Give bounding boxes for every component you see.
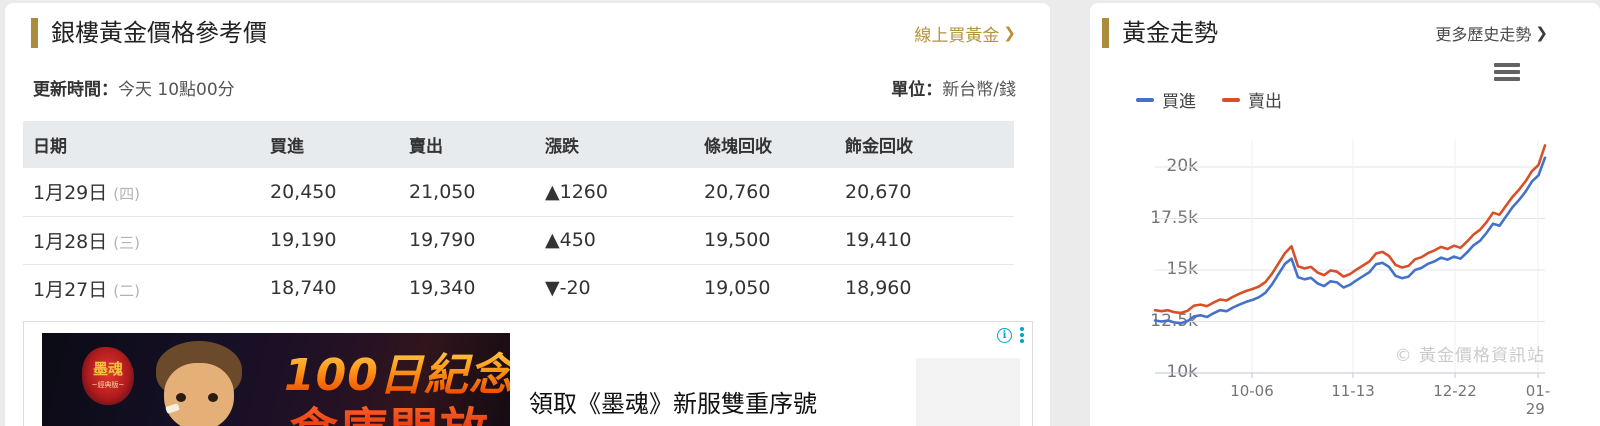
legend-item-sell: 賣出: [1222, 87, 1282, 112]
row-jewelry-recycle: 20,670: [835, 168, 1014, 217]
row-sell: 19,340: [409, 277, 476, 300]
ad-options-icon[interactable]: [1018, 326, 1026, 344]
ad-game-logo: 墨魂 ~經典版~: [82, 347, 134, 405]
unit-label: 單位：: [891, 80, 943, 100]
legend-buy-label: 買進: [1162, 92, 1196, 112]
chart-title: 黃金走勢: [1102, 18, 1218, 48]
y-tick-label: 10k: [1166, 362, 1198, 382]
y-axis-labels: 10k 12.5k 15k 17.5k 20k: [1138, 139, 1198, 382]
row-bar-recycle: 20,760: [694, 168, 835, 217]
ad-secondary-image: [916, 358, 1020, 426]
row-weekday: (二): [113, 281, 140, 300]
ad-character-illustration: [138, 341, 268, 426]
row-bar-recycle: 19,500: [694, 216, 835, 265]
more-history-label: 更多歷史走勢: [1435, 25, 1532, 44]
chart-legend: 買進 賣出: [1136, 87, 1282, 112]
meta-row: 更新時間：今天 10點00分 單位：新台幣/錢: [33, 75, 1016, 100]
row-sell: 21,050: [399, 168, 535, 217]
row-buy: 20,450: [260, 168, 399, 217]
y-tick-label: 17.5k: [1150, 207, 1198, 228]
table-row: 1月29日 (四) 20,450 21,050 ▲1260 20,760 20,6…: [23, 168, 1014, 217]
row-jewelry-recycle: 19,410: [835, 216, 1014, 265]
col-header-buy: 買進: [260, 121, 399, 168]
unit: 單位：新台幣/錢: [891, 75, 1016, 100]
row-weekday: (四): [113, 185, 140, 204]
table-header-row: 日期 買進 賣出 漲跌 條塊回收 飾金回收: [23, 121, 1014, 168]
row-date: 1月28日: [33, 230, 108, 253]
row-change-up: ▲1260: [535, 168, 694, 217]
ad-game-image[interactable]: 墨魂 ~經典版~ 100日紀念 倉庫開放: [42, 333, 510, 426]
x-tick-label: 11-13: [1331, 382, 1375, 400]
table-row: 1月28日 (三) 19,190 19,790 ▲450 19,500 19,41…: [23, 216, 1014, 265]
legend-sell-label: 賣出: [1248, 92, 1282, 112]
ad-banner[interactable]: 墨魂 ~經典版~ 100日紀念 倉庫開放 領取《墨魂》新服雙重序號 i: [23, 321, 1033, 426]
row-bar-recycle: 19,050: [704, 277, 771, 300]
row-sell: 19,790: [399, 216, 535, 265]
chart-menu-icon[interactable]: [1492, 61, 1522, 83]
col-header-change: 漲跌: [535, 121, 694, 168]
row-buy: 19,190: [260, 216, 399, 265]
table-row: 1月27日 (二) 18,740 19,340 ▼-20 19,050 18,96…: [23, 264, 1014, 312]
trend-chart-plot[interactable]: [1153, 139, 1547, 379]
ad-cta-text[interactable]: 領取《墨魂》新服雙重序號: [529, 390, 817, 418]
chevron-right-icon: ❯: [1003, 24, 1016, 42]
update-time-label: 更新時間：: [33, 80, 118, 100]
chevron-right-icon: ❯: [1535, 24, 1548, 42]
row-weekday: (三): [113, 233, 140, 252]
x-axis-labels: 10-06 11-13 12-22 01-29: [1155, 382, 1550, 418]
x-tick-label: 12-22: [1433, 382, 1477, 400]
row-buy: 18,740: [270, 277, 337, 300]
row-jewelry-recycle: 18,960: [845, 277, 912, 300]
buy-gold-online-link[interactable]: 線上買黃金 ❯: [914, 21, 1016, 46]
col-header-sell: 賣出: [399, 121, 535, 168]
ad-headline-2: 倉庫開放: [290, 391, 490, 426]
row-change-up: ▲450: [535, 216, 694, 265]
buy-line-swatch: [1136, 97, 1154, 102]
sell-line-swatch: [1222, 97, 1240, 102]
gold-trend-panel: 黃金走勢 更多歷史走勢 ❯ 買進 賣出 10k 12.5k 15k 17.5k 20k …: [1090, 3, 1600, 426]
y-tick-label: 15k: [1166, 259, 1198, 279]
y-tick-label: 12.5k: [1150, 310, 1198, 331]
col-header-date: 日期: [23, 121, 260, 168]
col-header-jewelry-recycle: 飾金回收: [835, 121, 1014, 168]
buy-gold-online-label: 線上買黃金: [914, 25, 1000, 46]
page-title: 銀樓黃金價格參考價: [31, 18, 267, 48]
x-tick-label: 10-06: [1230, 382, 1274, 400]
more-history-link[interactable]: 更多歷史走勢 ❯: [1435, 21, 1548, 45]
gold-price-panel-header: 銀樓黃金價格參考價 線上買黃金 ❯: [31, 3, 1016, 48]
y-tick-label: 20k: [1166, 156, 1198, 176]
gold-trend-panel-header: 黃金走勢 更多歷史走勢 ❯: [1102, 3, 1548, 48]
row-date: 1月27日: [33, 278, 108, 301]
watermark: © 黃金價格資訊站: [1394, 346, 1545, 366]
ad-headline-1: 100日紀念: [284, 339, 510, 403]
ad-controls: i: [997, 326, 1026, 344]
gold-price-table: 日期 買進 賣出 漲跌 條塊回收 飾金回收 1月29日 (四) 20,450 21…: [23, 121, 1014, 312]
row-change-down: ▼-20: [545, 277, 591, 300]
x-tick-label: 01-29: [1525, 382, 1551, 418]
unit-value: 新台幣/錢: [942, 80, 1016, 100]
row-date: 1月29日: [33, 182, 108, 205]
gold-price-panel: 銀樓黃金價格參考價 線上買黃金 ❯ 更新時間：今天 10點00分 單位：新台幣/…: [5, 3, 1050, 426]
col-header-bar-recycle: 條塊回收: [694, 121, 835, 168]
ad-info-icon[interactable]: i: [997, 327, 1012, 343]
legend-item-buy: 買進: [1136, 87, 1196, 112]
update-time-value: 今天 10點00分: [118, 80, 235, 100]
trend-line-chart[interactable]: [1153, 139, 1547, 379]
update-time: 更新時間：今天 10點00分: [33, 75, 235, 100]
